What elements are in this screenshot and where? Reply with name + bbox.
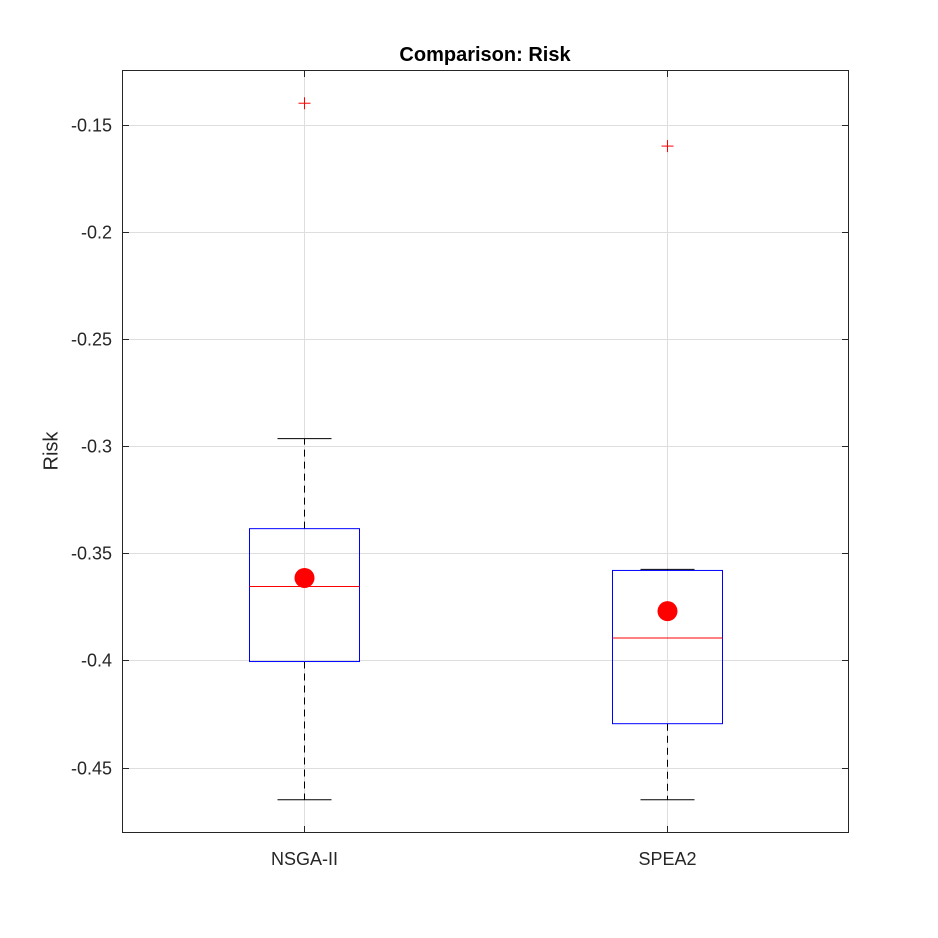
x-tick-label: SPEA2 (638, 849, 696, 869)
y-tick-label: -0.15 (71, 116, 112, 136)
x-tick-label: NSGA-II (271, 849, 338, 869)
boxes (249, 97, 723, 801)
mean-marker (657, 601, 678, 622)
box-group (612, 140, 723, 801)
y-tick-label: -0.3 (81, 437, 112, 457)
axes-frame (122, 70, 849, 833)
y-tick-label: -0.45 (71, 759, 112, 779)
box-group (249, 97, 360, 801)
y-axis-label: Risk (40, 431, 62, 471)
grid-lines (122, 70, 849, 833)
y-tick-label: -0.4 (81, 651, 112, 671)
mean-marker (294, 567, 315, 588)
box-iqr (249, 528, 360, 663)
box-iqr (612, 569, 723, 725)
plot-area (122, 70, 849, 833)
chart-title: Comparison: Risk (399, 44, 571, 66)
y-tick-label: -0.2 (81, 223, 112, 243)
y-tick-label: -0.25 (71, 330, 112, 350)
y-tick-label: -0.35 (71, 544, 112, 564)
ticks: -0.15 -0.2 -0.25 -0.3 -0.35 -0.4 -0.45 NSGA-II S… (71, 70, 849, 869)
